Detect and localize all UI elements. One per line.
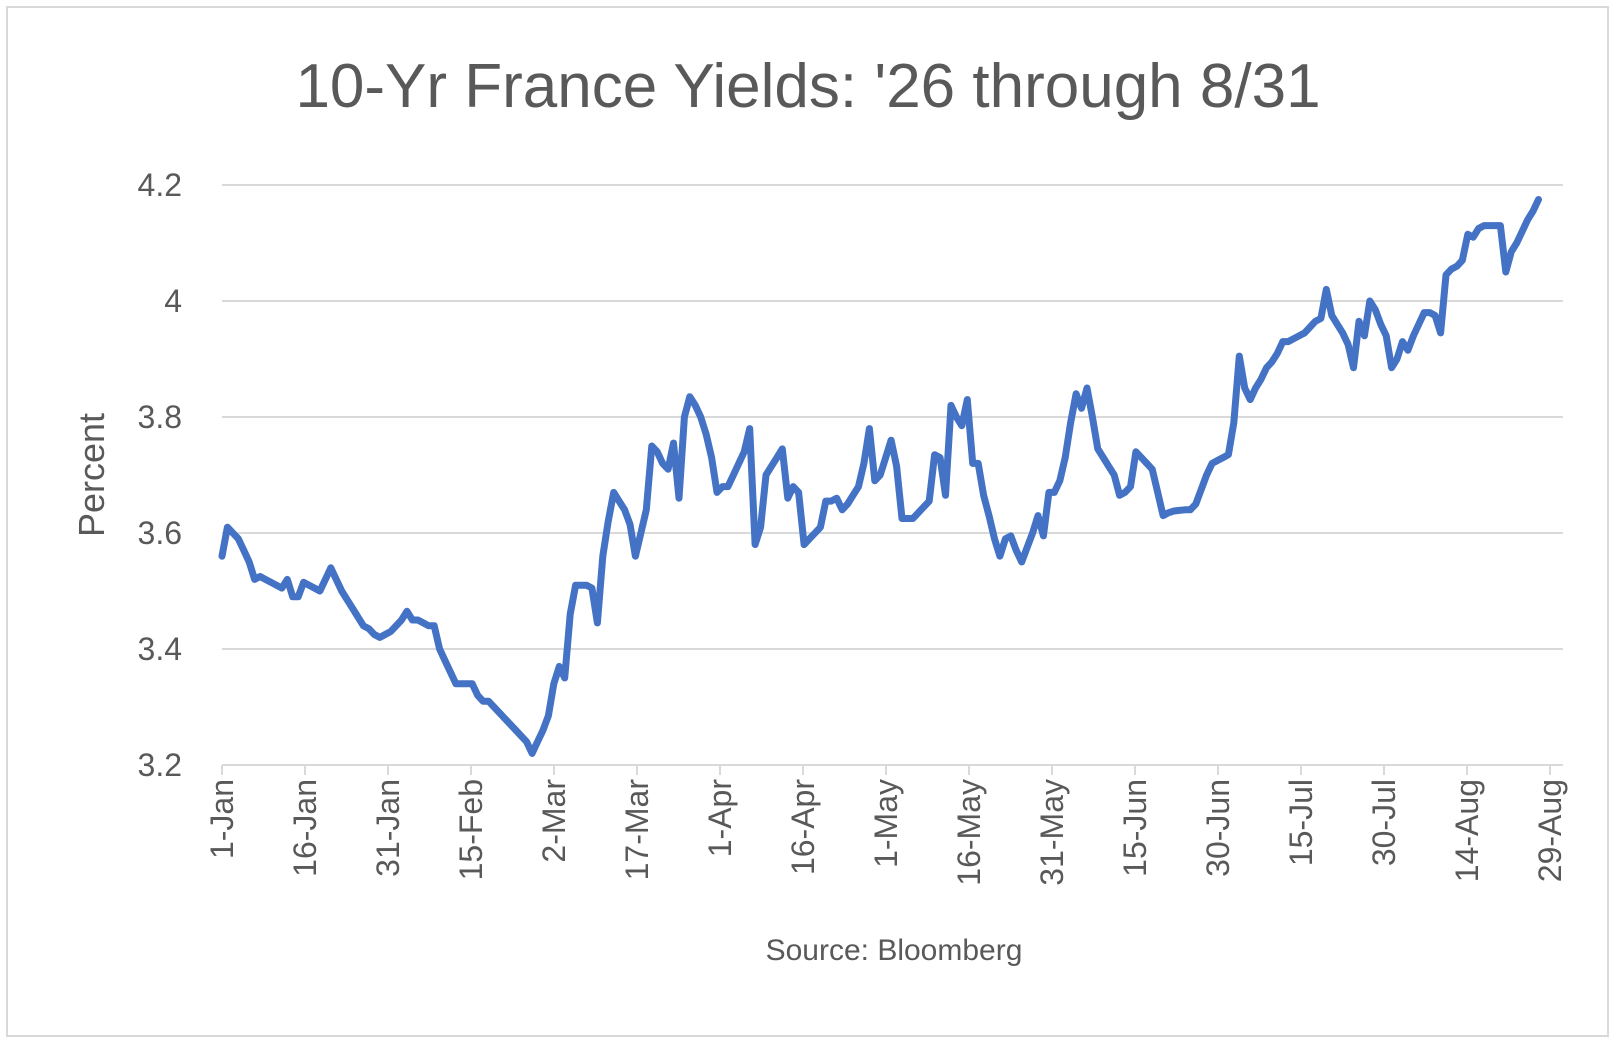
x-tick-label: 31-May [1034,779,1070,886]
x-tick-label: 31-Jan [370,779,406,877]
x-tick-label: 16-May [951,779,987,886]
x-tick-label: 30-Jul [1366,779,1402,866]
x-tick-label: 17-Mar [619,779,655,881]
y-axis-title: Percent [71,413,112,537]
x-tick-label: 1-Apr [702,779,738,858]
series-line [218,196,1542,757]
x-tick-label: 16-Apr [785,779,821,875]
chart-title: 10-Yr France Yields: '26 through 8/31 [295,52,1320,121]
x-tick-label: 14-Aug [1449,779,1485,882]
y-tick-label: 4.2 [138,167,182,203]
x-tick-label: 1-May [868,779,904,868]
x-tick-label: 2-Mar [536,779,572,863]
x-tick-label: 15-Jul [1283,779,1319,866]
y-tick-label: 3.4 [138,631,182,667]
y-tick-label: 3.2 [138,747,182,783]
x-tick-label: 1-Jan [204,779,240,859]
y-axis-ticks: 3.2 3.4 3.6 3.8 4 4.2 [138,167,182,783]
x-tick-label: 30-Jun [1200,779,1236,877]
chart-frame [6,6,1609,1037]
x-tick-label: 16-Jan [287,779,323,877]
x-tick-label: 29-Aug [1532,779,1568,882]
x-tick-label: 15-Feb [453,779,489,880]
y-tick-label: 4 [164,283,182,319]
y-tick-label: 3.8 [138,399,182,435]
source-label: Source: Bloomberg [766,934,1023,967]
x-axis-ticks: 1-Jan 16-Jan 31-Jan 15-Feb 2-Mar 17-Mar 1-Apr 1… [204,779,1568,886]
gridlines [222,184,1563,650]
x-tick-label: 15-Jun [1117,779,1153,877]
x-axis [221,764,1563,775]
y-tick-label: 3.6 [138,515,182,551]
